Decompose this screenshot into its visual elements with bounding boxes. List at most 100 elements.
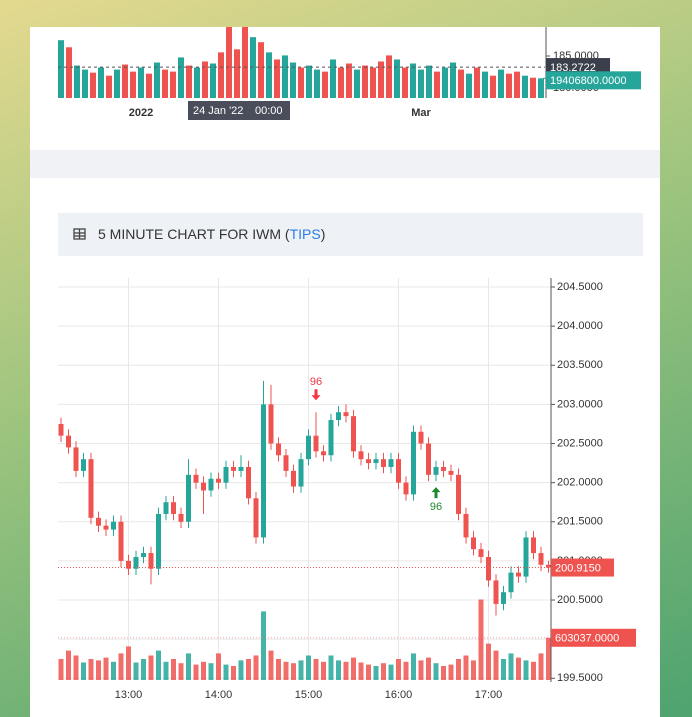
volume-bar (88, 659, 94, 680)
candle-body (111, 521, 116, 530)
volume-bar (386, 55, 392, 98)
x-tick-label: 15:00 (295, 689, 323, 701)
last-price-label: 200.9150 (555, 562, 601, 574)
volume-bar (242, 27, 248, 98)
volume-bar (193, 664, 199, 680)
crosshair-time: 00:00 (255, 105, 283, 117)
annotation-label: 96 (430, 501, 442, 513)
candle-body (463, 513, 469, 538)
candle-body (298, 459, 304, 487)
candle-body (493, 580, 499, 604)
volume-bar (322, 71, 328, 98)
tips-link[interactable]: TIPS (290, 226, 321, 242)
volume-bar (426, 65, 432, 98)
y-tick-label: 200.5000 (557, 594, 603, 606)
candle-body (216, 478, 221, 483)
volume-bar (538, 653, 544, 680)
volume-bar (146, 73, 152, 98)
candle-body (538, 553, 544, 565)
volume-bar (103, 657, 109, 680)
volume-bar (450, 62, 456, 98)
volume-bar (210, 63, 216, 98)
volume-bar (478, 599, 484, 680)
x-tick-label: 13:00 (115, 689, 143, 701)
volume-bar (290, 62, 296, 98)
candle-body (186, 474, 191, 522)
volume-bar (234, 49, 240, 98)
volume-bar (516, 657, 521, 680)
volume-bar (194, 67, 200, 98)
candle-body (58, 423, 64, 436)
volume-bar (336, 660, 341, 680)
volume-bar (202, 61, 208, 98)
volume-bar (66, 47, 72, 98)
volume-bar (362, 65, 368, 98)
candle-body (441, 466, 446, 471)
candle-body (501, 592, 506, 604)
volume-bar (314, 69, 320, 98)
volume-bar (141, 659, 146, 680)
candle-body (343, 412, 349, 417)
candle-body (283, 455, 289, 471)
volume-bar (530, 77, 536, 98)
candle-body (73, 447, 79, 471)
candle-body (246, 466, 251, 499)
panel (30, 27, 660, 717)
volume-bar (261, 611, 266, 680)
candle-body (471, 537, 476, 550)
last-price-label: 183.2722 (550, 62, 596, 74)
volume-bar (351, 657, 356, 680)
volume-bar (306, 655, 311, 680)
volume-bar (498, 69, 504, 98)
volume-bar (231, 666, 236, 680)
candle-body (171, 502, 176, 514)
volume-bar (522, 75, 528, 98)
volume-bar (474, 67, 480, 98)
candle-body (328, 420, 334, 456)
volume-bar (396, 659, 401, 680)
candle-body (546, 564, 551, 568)
candle-body (351, 416, 356, 452)
overview-axis: 185.0000180.0000183.272219406800.0000202… (129, 27, 641, 120)
candle-body (418, 431, 424, 444)
volume-bar (434, 71, 440, 98)
candle-body (103, 525, 109, 530)
candle-body (388, 459, 394, 467)
candle-body (433, 466, 439, 475)
x-tick-label: 17:00 (475, 689, 503, 701)
volume-bar (441, 666, 446, 680)
volume-bar (298, 660, 304, 680)
volume-bar (163, 661, 169, 680)
candle-body (291, 470, 296, 487)
title-text: 5 MINUTE CHART FOR IWM ( (98, 226, 290, 242)
volume-bar (381, 663, 386, 680)
candle-body (403, 482, 409, 495)
last-volume-label-box (551, 628, 636, 647)
candle-body (366, 459, 371, 464)
candle-body (193, 474, 199, 483)
volume-bar (238, 660, 244, 680)
volume-bar (154, 62, 160, 98)
section-title: 5 MINUTE CHART FOR IWM (TIPS) (98, 226, 325, 242)
y-tick-label: 203.0000 (557, 398, 603, 410)
crosshair-box (188, 101, 290, 120)
separator (30, 150, 660, 178)
volume-bar (223, 664, 229, 680)
volume-bar (283, 661, 289, 680)
last-price-label-box (551, 558, 614, 577)
volume-bar (306, 65, 312, 98)
candle-body (448, 470, 454, 475)
volume-bar (138, 67, 144, 98)
volume-bar (490, 75, 496, 98)
volume-bar (186, 65, 192, 98)
volume-bar (456, 659, 461, 680)
y-tick-label: 204.0000 (557, 320, 603, 332)
volume-bar (358, 662, 364, 680)
volume-bar (130, 71, 136, 98)
volume-bar (482, 71, 488, 98)
candle-body (178, 513, 184, 522)
volume-bar (328, 655, 334, 680)
candle-body (358, 451, 364, 460)
candle-body (396, 459, 401, 483)
